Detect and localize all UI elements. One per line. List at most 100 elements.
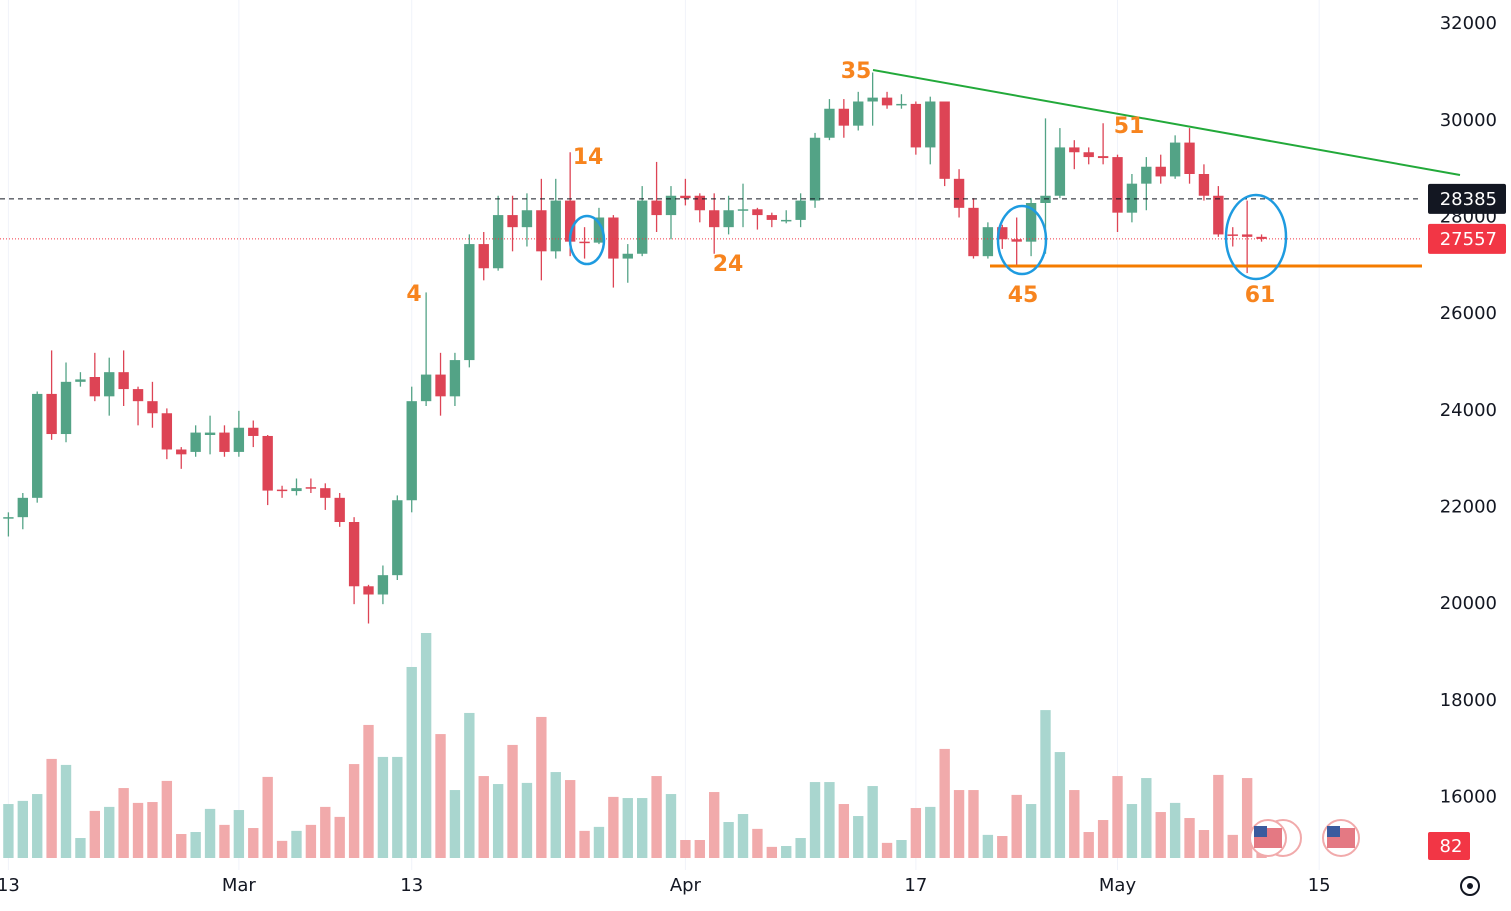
volume-bar (464, 712, 475, 858)
candle-body (1054, 147, 1066, 196)
volume-bar (118, 788, 129, 858)
candle-body (1083, 152, 1094, 158)
y-tick-label: 22000 (1440, 497, 1497, 518)
candle-body (896, 103, 907, 106)
candle-body (435, 374, 446, 397)
gear-icon[interactable] (1460, 876, 1480, 896)
candle-body (867, 97, 878, 102)
volume-bar (420, 633, 432, 858)
candle-body (1213, 195, 1224, 235)
x-tick-label: 13 (400, 875, 423, 896)
candle-body (680, 195, 691, 199)
volume-bar (147, 802, 158, 858)
candle-body (334, 497, 345, 522)
candle-body (536, 210, 547, 252)
volume-bar (564, 780, 576, 858)
volume-bar (709, 792, 720, 858)
volume-bar (781, 846, 792, 858)
flag-canton (1254, 826, 1267, 837)
candle-body (709, 210, 720, 228)
candle-body (478, 244, 489, 269)
volume-bar (132, 802, 144, 858)
price-tag (1428, 223, 1506, 254)
candle-body (219, 432, 230, 452)
volume-bar (752, 828, 763, 858)
candle-body (507, 215, 518, 228)
volume-bar (723, 822, 734, 858)
candle-body (1141, 166, 1152, 184)
candle-body (910, 103, 922, 148)
volume-bar (636, 798, 648, 858)
volume-bar (550, 772, 561, 858)
candle-body (1097, 156, 1109, 159)
candle-body (752, 209, 763, 216)
volume-bar (1184, 818, 1195, 858)
y-tick-label: 26000 (1440, 303, 1497, 324)
price-tag-label: 28385 (1440, 189, 1497, 210)
volume-bar (622, 798, 633, 858)
volume-bar (190, 832, 201, 858)
x-tick-label: Apr (670, 875, 702, 896)
candle-body (305, 487, 317, 489)
annotations: 35 14 4 24 51 45 61 (406, 59, 1275, 308)
candle-body (46, 393, 57, 435)
volume-bar (262, 776, 273, 858)
volume-bar (89, 810, 101, 858)
candle-body (161, 413, 173, 450)
candle-body (17, 497, 28, 518)
volume-bar (1198, 830, 1210, 858)
candle-body (1025, 203, 1037, 242)
candle-body (1112, 157, 1123, 213)
candle-body (291, 488, 302, 492)
volume-bar (75, 838, 86, 858)
volume-bar (521, 782, 533, 858)
candle-body (377, 575, 389, 595)
volume-bar (867, 786, 878, 858)
volume-bar (1126, 804, 1138, 858)
settings-button[interactable] (1460, 876, 1480, 896)
candle-body (132, 389, 144, 402)
volume-bar (853, 816, 864, 858)
wave-label: 45 (1008, 283, 1039, 308)
candle-body (636, 200, 648, 254)
candle-body (190, 432, 201, 452)
volume-bar (925, 806, 936, 858)
x-tick-label: 13 (0, 875, 20, 896)
volume-bar (449, 790, 461, 858)
volume-bar (248, 828, 259, 858)
candle-body (176, 449, 187, 455)
candle-body (420, 374, 432, 402)
candle-body (248, 427, 259, 436)
candle-body (564, 200, 576, 242)
volume-bar (694, 840, 705, 858)
volume-bar (1241, 778, 1253, 858)
volume-bar (46, 758, 57, 858)
volume-bar (1213, 774, 1224, 858)
y-tick-label: 32000 (1440, 13, 1497, 34)
candle-body (3, 517, 14, 519)
volume-pane (3, 633, 1267, 858)
volume-bar (219, 824, 230, 858)
volume-bar (1097, 820, 1109, 858)
candle-body (665, 195, 677, 216)
volume-bar (766, 846, 778, 858)
candle-body (723, 210, 734, 228)
volume-tag-label: 82 (1440, 836, 1463, 857)
volume-bar (953, 790, 965, 858)
volume-bar (392, 756, 403, 858)
price-pane (0, 72, 1420, 624)
volume-bar (204, 808, 216, 858)
volume-bar (997, 836, 1008, 858)
drawings (568, 69, 1461, 281)
candle-body (997, 227, 1008, 240)
candle-body (881, 97, 893, 106)
y-tick-label: 20000 (1440, 593, 1497, 614)
volume-bar (348, 764, 360, 858)
volume-bar (536, 716, 547, 858)
volume-bar (363, 724, 374, 858)
y-tick-label: 16000 (1440, 787, 1497, 808)
candle-body (608, 217, 619, 259)
candle-body (939, 101, 950, 179)
volume-bar (680, 840, 691, 858)
volume-bar (1141, 778, 1152, 858)
